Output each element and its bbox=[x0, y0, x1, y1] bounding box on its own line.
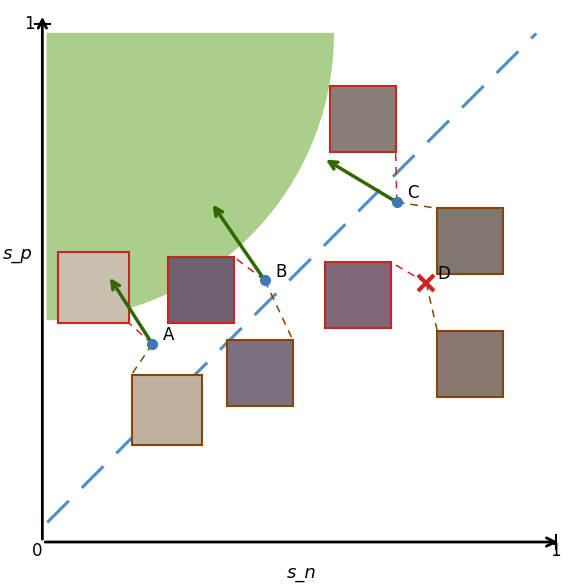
Bar bbox=[132, 374, 202, 446]
Bar bbox=[325, 262, 391, 328]
Text: s_p: s_p bbox=[3, 245, 33, 263]
Text: C: C bbox=[408, 185, 419, 202]
Text: s_n: s_n bbox=[287, 564, 316, 582]
Text: 0: 0 bbox=[32, 542, 42, 560]
Text: A: A bbox=[163, 326, 175, 344]
Bar bbox=[437, 331, 503, 397]
Bar bbox=[168, 257, 234, 323]
Polygon shape bbox=[47, 33, 334, 319]
Text: 1: 1 bbox=[24, 15, 35, 33]
Bar bbox=[437, 208, 503, 274]
Bar bbox=[227, 340, 293, 406]
Text: B: B bbox=[276, 263, 287, 280]
Text: 1: 1 bbox=[550, 542, 561, 560]
Text: D: D bbox=[437, 265, 450, 283]
Bar bbox=[329, 86, 396, 152]
Bar bbox=[58, 252, 129, 323]
